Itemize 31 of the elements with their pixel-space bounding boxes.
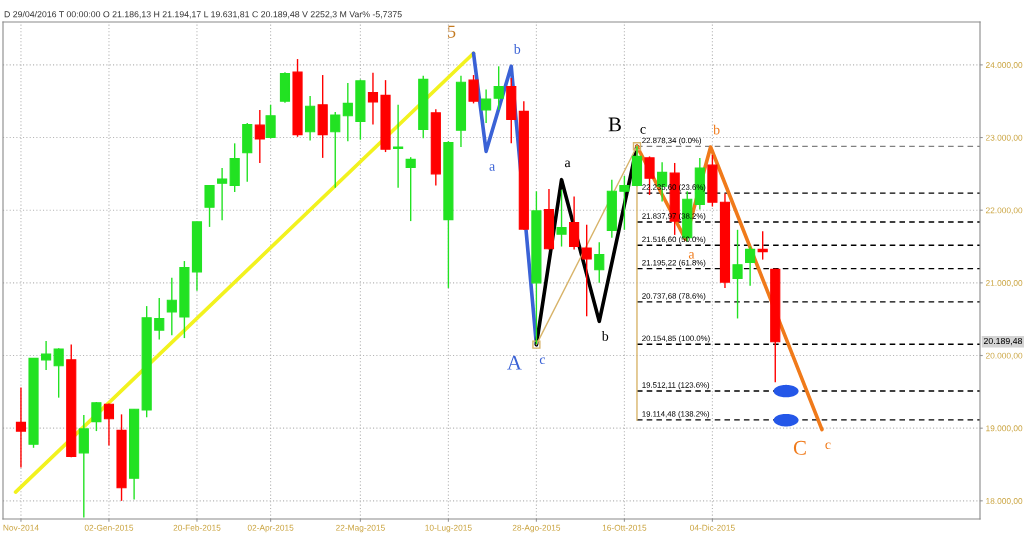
annotation: c xyxy=(640,127,646,134)
x-tick-label: 10-Lug-2015 xyxy=(425,524,472,533)
x-tick-label: 02-Apr-2015 xyxy=(247,524,294,533)
annotation: b xyxy=(513,44,521,54)
annotation: a xyxy=(688,252,695,259)
x-tick-label: 04-Dic-2015 xyxy=(690,524,735,531)
x-tick-label: 28-Ago-2015 xyxy=(512,524,561,533)
y-tick-label: 22.000,00 xyxy=(985,207,1023,215)
annotation: B xyxy=(608,117,621,132)
y-tick-label: 18.000,00 xyxy=(986,498,1023,505)
annotation: b xyxy=(601,331,609,341)
x-tick-label: Nov-2014 xyxy=(3,524,39,531)
x-tick-label: 16-Ott-2015 xyxy=(602,524,647,531)
annotation: C xyxy=(793,440,806,455)
annotation: A xyxy=(507,355,522,370)
annotation: 20.189,48 xyxy=(983,337,1023,346)
x-tick-label: 20-Feb-2015 xyxy=(173,524,221,531)
y-tick-label: 20.000,00 xyxy=(985,352,1023,360)
x-tick-label: 22-Mag-2015 xyxy=(336,524,385,533)
annotation: a xyxy=(489,164,495,171)
annotation: c xyxy=(825,442,831,450)
y-tick-label: 19.000,00 xyxy=(986,425,1023,433)
y-tick-label: 24.000,00 xyxy=(985,62,1023,69)
x-tick-label: 02-Gen-2015 xyxy=(84,524,134,531)
y-tick-label: 23.000,00 xyxy=(985,134,1023,142)
annotation: a xyxy=(564,160,571,168)
chart-subtitle: D 29/04/2016 T 00:00:00 O 21.186,13 H 21.194,17 L 19.631,81 C 20.189,48 V 2252,3 M Var% -5,7375 xyxy=(4,10,402,19)
annotation: 5 xyxy=(448,25,456,38)
annotation: b xyxy=(713,124,720,135)
y-tick-label: 21.000,00 xyxy=(985,280,1023,287)
annotation: c xyxy=(539,357,546,365)
